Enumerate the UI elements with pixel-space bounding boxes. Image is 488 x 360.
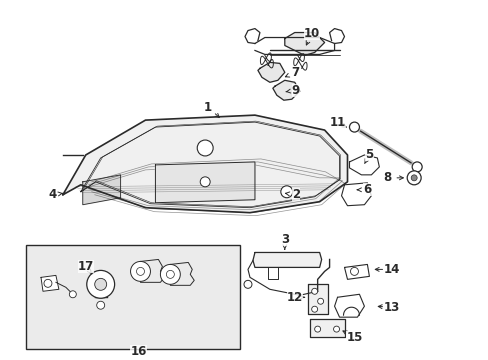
Text: 17: 17 xyxy=(78,260,94,273)
Circle shape xyxy=(311,288,317,294)
Circle shape xyxy=(280,186,292,198)
Circle shape xyxy=(349,122,359,132)
Polygon shape xyxy=(284,32,324,55)
Circle shape xyxy=(410,175,416,181)
Text: 6: 6 xyxy=(363,183,371,196)
Polygon shape xyxy=(341,183,370,206)
Text: 9: 9 xyxy=(291,84,299,97)
Circle shape xyxy=(160,265,180,284)
Circle shape xyxy=(44,279,52,287)
Text: 13: 13 xyxy=(384,301,400,314)
Polygon shape xyxy=(155,162,254,203)
Circle shape xyxy=(130,261,150,282)
Circle shape xyxy=(166,270,174,278)
Text: 12: 12 xyxy=(286,291,302,304)
Circle shape xyxy=(407,171,420,185)
Circle shape xyxy=(197,140,213,156)
Text: 8: 8 xyxy=(383,171,390,184)
Circle shape xyxy=(314,326,320,332)
Circle shape xyxy=(317,298,323,304)
Polygon shape xyxy=(334,294,364,317)
Circle shape xyxy=(333,326,339,332)
Circle shape xyxy=(69,291,76,298)
Text: 10: 10 xyxy=(303,27,319,40)
Polygon shape xyxy=(252,252,321,267)
Circle shape xyxy=(200,177,210,187)
Text: 7: 7 xyxy=(291,66,299,79)
Text: 1: 1 xyxy=(203,101,212,114)
Text: 2: 2 xyxy=(291,188,299,201)
Polygon shape xyxy=(307,284,327,314)
Circle shape xyxy=(86,270,114,298)
Text: 16: 16 xyxy=(130,345,146,357)
Text: 15: 15 xyxy=(346,330,362,343)
Polygon shape xyxy=(272,80,299,100)
Text: 4: 4 xyxy=(49,188,57,201)
Circle shape xyxy=(311,306,317,312)
Polygon shape xyxy=(257,62,284,82)
Text: 3: 3 xyxy=(280,233,288,246)
Circle shape xyxy=(97,301,104,309)
Text: 11: 11 xyxy=(329,116,345,129)
Circle shape xyxy=(244,280,251,288)
Polygon shape xyxy=(309,319,344,337)
Circle shape xyxy=(136,267,144,275)
Polygon shape xyxy=(41,275,59,291)
Polygon shape xyxy=(267,267,277,279)
Circle shape xyxy=(95,278,106,290)
Polygon shape xyxy=(349,155,379,175)
Polygon shape xyxy=(344,265,368,279)
Bar xyxy=(26,244,240,349)
Polygon shape xyxy=(63,115,347,213)
Polygon shape xyxy=(82,175,121,205)
Circle shape xyxy=(350,267,358,275)
Circle shape xyxy=(411,162,421,172)
Text: 5: 5 xyxy=(365,148,373,161)
Text: 14: 14 xyxy=(383,263,400,276)
